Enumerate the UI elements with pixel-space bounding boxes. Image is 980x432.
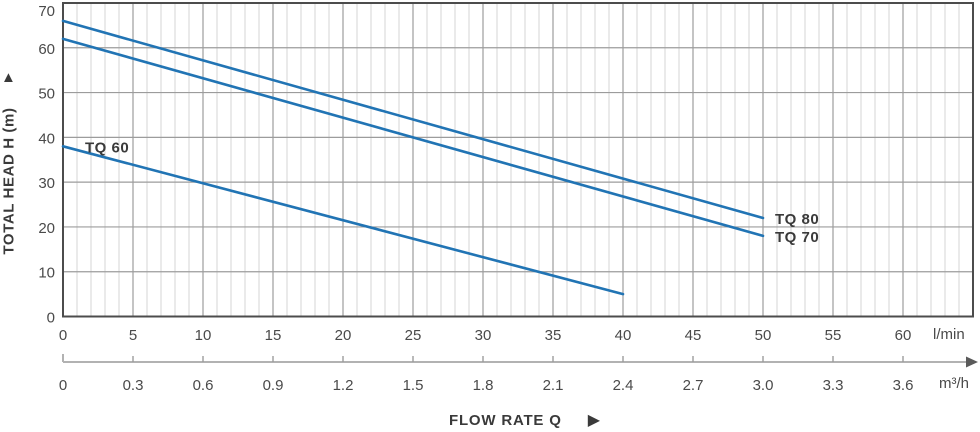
- secondary-tick-label: 1.5: [403, 377, 424, 394]
- secondary-tick-label: 0.3: [123, 377, 144, 394]
- x-tick-label: 35: [545, 327, 562, 344]
- plot-border: [62, 2, 974, 318]
- curve-label-tq-80: TQ 80: [775, 211, 819, 228]
- secondary-tick-label: 3.6: [893, 377, 914, 394]
- x-tick-label: 60: [895, 327, 912, 344]
- x-tick-label: 45: [685, 327, 702, 344]
- secondary-tick-label: 0: [59, 377, 67, 394]
- curve-tq-70: [61, 37, 765, 238]
- y-tick-label: 10: [38, 265, 55, 282]
- primary-x-unit-label: l/min: [933, 326, 965, 343]
- curve-tq-60: [61, 145, 625, 296]
- y-tick-label: 0: [47, 310, 55, 327]
- y-tick-label: 30: [38, 175, 55, 192]
- y-tick-label: 40: [38, 130, 55, 147]
- curve-label-tq-70: TQ 70: [775, 229, 819, 246]
- y-tick-label: 70: [38, 3, 55, 20]
- curve-tq-80: [61, 19, 765, 220]
- y-tick-label: 20: [38, 220, 55, 237]
- secondary-tick-label: 3.3: [823, 377, 844, 394]
- y-axis-title: TOTAL HEAD H (m): [0, 107, 18, 255]
- secondary-tick-label: 2.1: [543, 377, 564, 394]
- secondary-x-unit-label: m³/h: [939, 375, 969, 392]
- x-tick-label: 55: [825, 327, 842, 344]
- secondary-tick-label: 1.2: [333, 377, 354, 394]
- x-tick-label: 20: [335, 327, 352, 344]
- secondary-tick-label: 3.0: [753, 377, 774, 394]
- secondary-tick-label: 1.8: [473, 377, 494, 394]
- x-tick-label: 30: [475, 327, 492, 344]
- curve-label-tq-60: TQ 60: [85, 139, 129, 156]
- x-tick-label: 50: [755, 327, 772, 344]
- x-tick-label: 15: [265, 327, 282, 344]
- x-tick-label: 25: [405, 327, 422, 344]
- y-axis-up-arrow-icon: ▲: [1, 69, 16, 86]
- x-tick-label: 10: [195, 327, 212, 344]
- y-tick-label: 60: [38, 41, 55, 58]
- y-tick-label: 50: [38, 86, 55, 103]
- x-tick-label: 5: [129, 327, 137, 344]
- secondary-tick-label: 0.6: [193, 377, 214, 394]
- x-axis-title: FLOW RATE Q ▶: [449, 412, 600, 429]
- x-tick-label: 40: [615, 327, 632, 344]
- secondary-tick-label: 0.9: [263, 377, 284, 394]
- x-axis-right-arrow-icon: ▶: [587, 411, 600, 429]
- x-axis-title-text: FLOW RATE Q: [449, 412, 562, 429]
- secondary-tick-label: 2.4: [613, 377, 634, 394]
- secondary-axis-arrow-icon: [966, 356, 978, 368]
- x-tick-label: 0: [59, 327, 67, 344]
- secondary-tick-label: 2.7: [683, 377, 704, 394]
